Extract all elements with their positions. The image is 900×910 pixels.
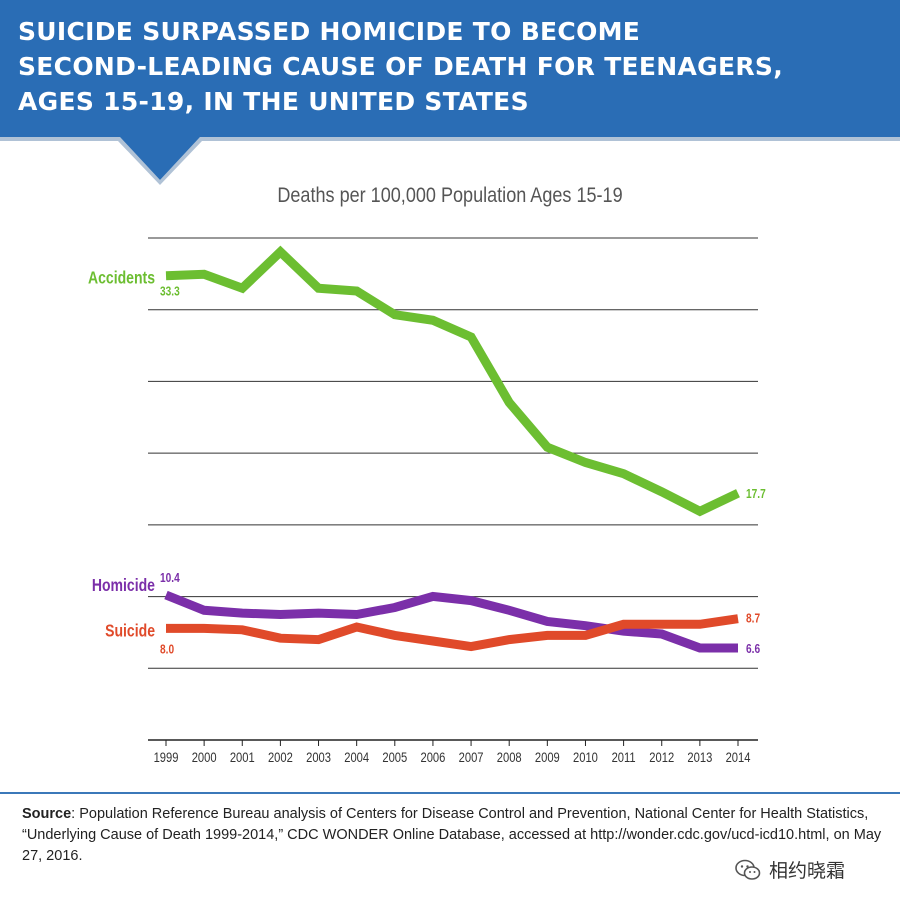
- series-lines: [164, 245, 740, 653]
- x-tick-label: 2000: [192, 750, 217, 765]
- series-line-suicide: [166, 614, 739, 652]
- x-tick-label: 2011: [612, 750, 636, 765]
- title-line-3: AGES 15-19, IN THE UNITED STATES: [18, 87, 529, 116]
- series-end-label-homicide: 6.6: [746, 642, 761, 656]
- series-end-label-accidents: 17.7: [746, 487, 766, 501]
- watermark: 相约晓霜: [735, 856, 845, 883]
- x-axis: 1999 2000 2001 2002 2003 2004 2005 2006 2007 2008…: [154, 740, 751, 765]
- series-line-homicide: [164, 590, 738, 653]
- line-chart: Deaths per 100,000 Population Ages 15-19…: [88, 184, 766, 766]
- series-name-accidents: Accidents: [88, 268, 155, 288]
- chart-subtitle: Deaths per 100,000 Population Ages 15-19: [277, 184, 622, 208]
- x-tick-label: 1999: [154, 750, 179, 765]
- series-start-label-accidents: 33.3: [160, 284, 180, 298]
- x-tick-label: 2014: [726, 750, 751, 765]
- title-line-1: SUICIDE SURPASSED HOMICIDE TO BECOME: [18, 17, 641, 46]
- gridlines: [148, 237, 758, 741]
- watermark-text: 相约晓霜: [769, 860, 846, 882]
- x-tick-label: 2012: [649, 750, 674, 765]
- x-tick-label: 2008: [497, 750, 522, 765]
- source-divider: [0, 792, 900, 794]
- title-banner: SUICIDE SURPASSED HOMICIDE TO BECOME SEC…: [0, 0, 900, 185]
- chart-title: SUICIDE SURPASSED HOMICIDE TO BECOME SEC…: [18, 14, 878, 119]
- x-tick-label: 2010: [573, 750, 598, 765]
- x-tick-label: 2007: [459, 750, 484, 765]
- title-line-2: SECOND-LEADING CAUSE OF DEATH FOR TEENAG…: [18, 52, 784, 81]
- source-note: Source: Population Reference Bureau anal…: [22, 804, 892, 867]
- series-line-accidents: [165, 245, 740, 517]
- series-start-label-suicide: 8.0: [160, 642, 174, 656]
- x-tick-label: 2009: [535, 750, 560, 765]
- banner-shape: [0, 0, 900, 185]
- x-tick-label: 2003: [306, 750, 331, 765]
- x-tick-label: 2002: [268, 750, 293, 765]
- x-tick-label: 2004: [344, 750, 369, 765]
- wechat-icon: [735, 859, 761, 880]
- x-tick-label: 2005: [382, 750, 407, 765]
- series-name-suicide: Suicide: [105, 621, 155, 641]
- series-end-label-suicide: 8.7: [746, 612, 760, 626]
- x-tick-label: 2001: [230, 750, 255, 765]
- source-label: Source: [22, 806, 72, 822]
- series-start-label-homicide: 10.4: [160, 571, 180, 585]
- x-tick-label: 2006: [420, 750, 445, 765]
- series-labels: Accidents 33.3 17.7 Homicide 10.4 6.6 Suicide 8…: [88, 268, 766, 657]
- source-text: : Population Reference Bureau analysis o…: [22, 806, 882, 864]
- series-name-homicide: Homicide: [92, 575, 155, 595]
- x-tick-label: 2013: [687, 750, 712, 765]
